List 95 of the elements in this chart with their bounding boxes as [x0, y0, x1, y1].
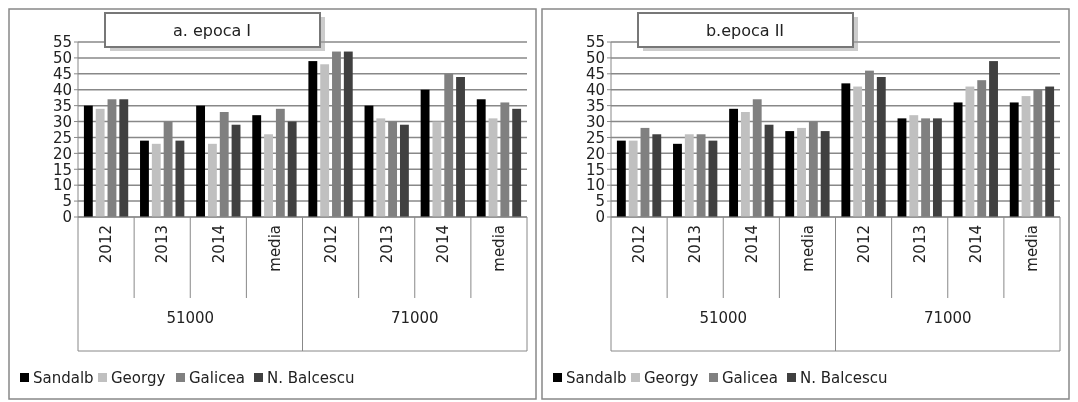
- bar: [1021, 96, 1031, 217]
- y-tick-label: 15: [52, 160, 72, 179]
- y-tick-label: 55: [585, 33, 605, 52]
- bar: [420, 89, 430, 217]
- legend-label: Sandalb: [566, 369, 627, 388]
- y-tick-label: 30: [585, 112, 605, 131]
- x-tick-label: 2013: [153, 225, 172, 264]
- y-tick-label: 10: [52, 176, 72, 195]
- x-tick-label: 2014: [434, 225, 453, 264]
- bar: [175, 140, 185, 217]
- y-tick-label: 5: [595, 192, 605, 211]
- y-tick-label: 50: [585, 49, 605, 68]
- bar: [953, 102, 963, 217]
- x-tick-label: 2012: [854, 225, 873, 264]
- text: 51000: [166, 309, 215, 327]
- x-tick-label: media: [798, 225, 817, 272]
- y-tick-label: 55: [52, 33, 72, 52]
- x-tick-label: 2014: [742, 225, 761, 264]
- bar: [965, 86, 975, 217]
- bar: [684, 134, 694, 217]
- bar: [853, 86, 863, 217]
- y-tick-label: 30: [52, 112, 72, 131]
- x-tick-label: media: [1023, 225, 1042, 272]
- bar: [95, 108, 105, 217]
- bar: [673, 143, 682, 217]
- y-tick-label: 25: [585, 128, 605, 147]
- legend-label: Georgy: [644, 369, 699, 388]
- y-tick-label: 50: [52, 49, 72, 68]
- x-tick-label: 2013: [377, 225, 396, 264]
- bar: [1045, 86, 1055, 217]
- bar: [376, 118, 386, 217]
- bar: [308, 61, 318, 217]
- chart-title: a. epoca I: [172, 20, 252, 40]
- legend-label: N. Balcescu: [800, 369, 888, 388]
- x-tick-label: 2012: [321, 225, 340, 264]
- bar: [320, 64, 330, 217]
- text: 71000: [390, 309, 439, 327]
- y-tick-label: 25: [52, 128, 72, 147]
- bar: [151, 143, 161, 217]
- chart-title: b.epoca II: [705, 20, 785, 40]
- x-tick-label: media: [265, 225, 284, 272]
- legend-label: Georgy: [111, 369, 166, 388]
- bar: [740, 112, 750, 217]
- x-tick-label: 2013: [910, 225, 929, 264]
- bar: [119, 99, 129, 217]
- bar: [909, 115, 919, 217]
- bar: [456, 77, 465, 217]
- bar: [432, 121, 442, 217]
- bar: [708, 140, 718, 217]
- bar: [876, 77, 886, 217]
- x-tick-label: 2014: [967, 225, 986, 264]
- bar: [512, 108, 522, 217]
- bar: [207, 143, 217, 217]
- bar: [140, 140, 149, 217]
- x-tick-label: 2012: [630, 225, 649, 264]
- bar: [797, 127, 806, 217]
- bar: [1009, 102, 1019, 217]
- x-tick-label: 2013: [686, 225, 705, 264]
- bar: [841, 83, 851, 217]
- y-tick-label: 0: [595, 208, 605, 227]
- bar: [628, 140, 638, 217]
- bar: [343, 51, 353, 217]
- legend-label: Galicea: [722, 369, 778, 388]
- bar: [83, 105, 93, 217]
- legend-label: Sandalb: [33, 369, 94, 388]
- bar: [287, 121, 297, 217]
- bar: [399, 124, 409, 217]
- x-tick-label: 2014: [209, 225, 228, 264]
- bar: [264, 134, 273, 217]
- y-tick-label: 20: [585, 144, 605, 163]
- bar: [897, 118, 907, 217]
- y-tick-label: 35: [52, 96, 72, 115]
- bar: [616, 140, 626, 217]
- y-tick-label: 20: [52, 144, 72, 163]
- bar: [729, 108, 739, 217]
- legend-label: Galicea: [189, 369, 245, 388]
- legend-label: N. Balcescu: [267, 369, 355, 388]
- bar: [785, 131, 795, 217]
- bar: [196, 105, 206, 217]
- bar: [989, 61, 998, 217]
- y-tick-label: 15: [585, 160, 605, 179]
- bar: [932, 118, 942, 217]
- bar: [476, 99, 486, 217]
- y-tick-label: 5: [62, 192, 72, 211]
- bar: [820, 131, 830, 217]
- text: 51000: [699, 309, 748, 327]
- x-tick-label: media: [490, 225, 509, 272]
- y-tick-label: 35: [585, 96, 605, 115]
- text: 71000: [923, 309, 972, 327]
- x-tick-label: 2012: [97, 225, 116, 264]
- y-tick-label: 10: [585, 176, 605, 195]
- bar: [652, 134, 662, 217]
- bar: [488, 118, 498, 217]
- bar: [252, 115, 262, 217]
- y-tick-label: 0: [62, 208, 72, 227]
